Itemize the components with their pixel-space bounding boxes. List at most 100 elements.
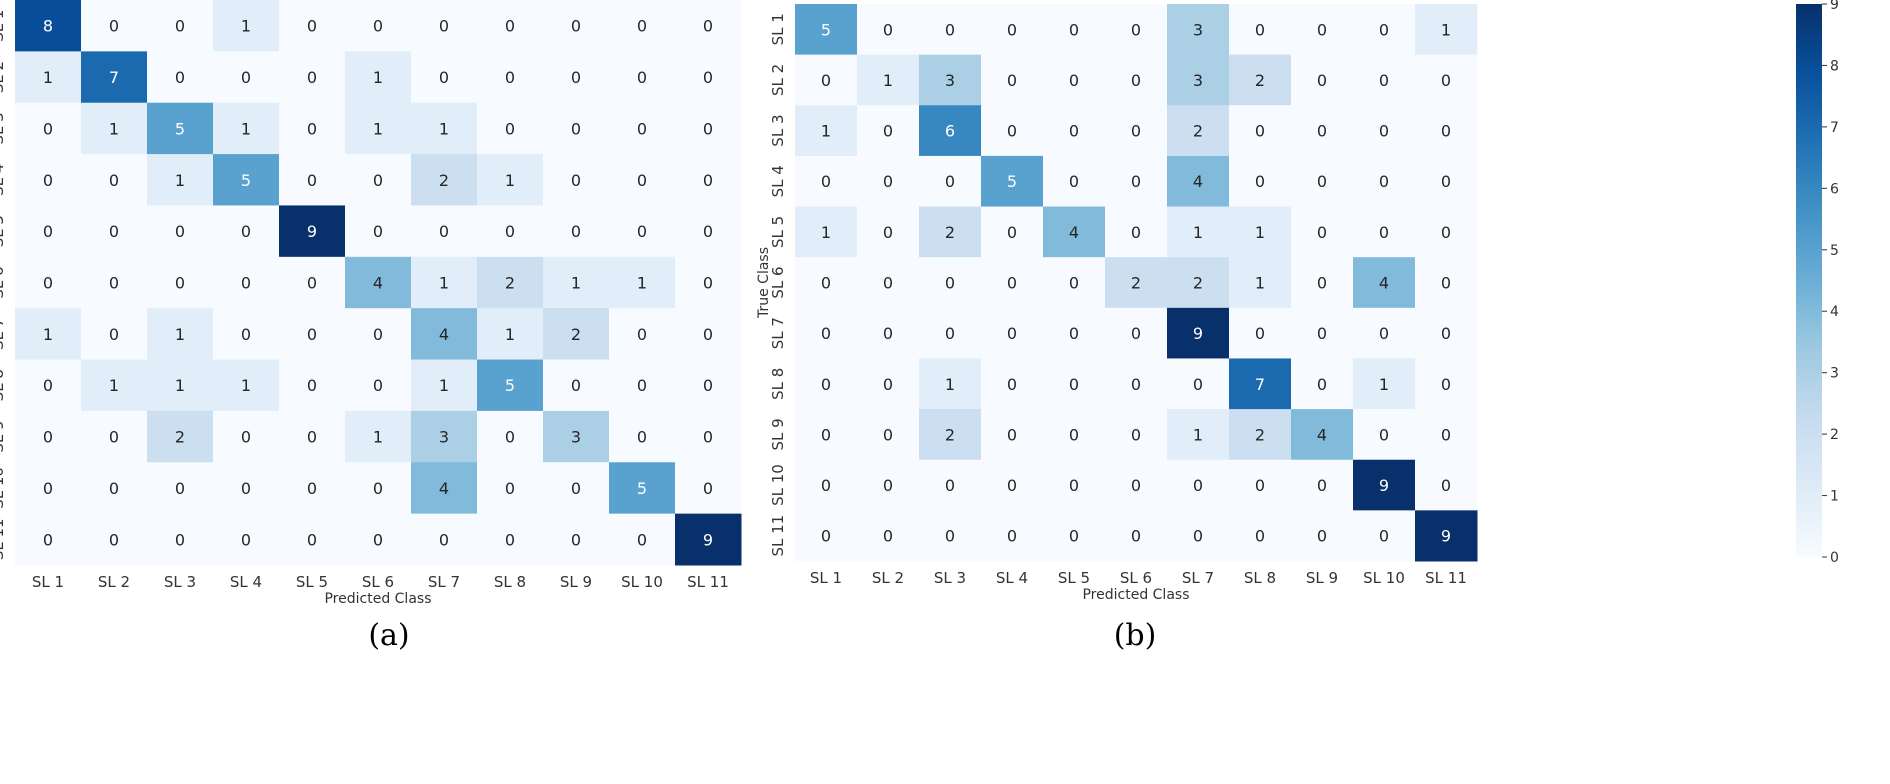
colorbar-tick-label: 1 bbox=[1830, 489, 1839, 505]
cell-value-label: 0 bbox=[821, 172, 831, 191]
cell-value-label: 2 bbox=[1131, 274, 1141, 293]
cell-value-label: 0 bbox=[1007, 223, 1017, 242]
heatmap-panel-a: 8 0 0 1 0 0 0 0 0 0 0 1 7 0 0 0 1 0 0 0 0 0 0 1 5 1 0 1 1 0 0 0 0 0 0 1 5 0 0 2… bbox=[0, 0, 742, 607]
heatmap-cell bbox=[609, 154, 676, 206]
heatmap-cell bbox=[1105, 105, 1168, 157]
cell-value-label: 4 bbox=[439, 325, 449, 344]
cell-value-label: 0 bbox=[883, 476, 893, 495]
heatmap-cell bbox=[919, 4, 982, 56]
heatmap-cell bbox=[1167, 409, 1230, 461]
heatmap-cell bbox=[147, 0, 214, 52]
heatmap-cell bbox=[1291, 307, 1354, 359]
y-tick-label: SL 8 bbox=[769, 368, 787, 400]
cell-value-label: 0 bbox=[373, 171, 383, 190]
heatmap-cell bbox=[675, 462, 742, 515]
cell-value-label: 2 bbox=[1193, 122, 1203, 141]
cell-value-label: 0 bbox=[883, 527, 893, 546]
y-tick-label: SL 3 bbox=[769, 114, 787, 146]
heatmap-cell bbox=[1353, 409, 1416, 461]
heatmap-cell bbox=[857, 409, 920, 461]
heatmap-cell bbox=[477, 308, 544, 361]
cell-value-label: 0 bbox=[637, 428, 647, 447]
cell-value-label: 0 bbox=[1317, 172, 1327, 191]
heatmap-cell bbox=[1229, 54, 1292, 106]
cell-value-label: 0 bbox=[373, 530, 383, 549]
cell-value-label: 0 bbox=[945, 324, 955, 343]
heatmap-cell bbox=[411, 513, 478, 566]
cell-value-label: 5 bbox=[241, 171, 251, 190]
cell-value-label: 3 bbox=[945, 71, 955, 90]
heatmap-cell bbox=[919, 307, 982, 359]
cell-value-label: 5 bbox=[1007, 172, 1017, 191]
heatmap-cell bbox=[213, 308, 280, 361]
heatmap-cell bbox=[213, 154, 280, 206]
heatmap-cell bbox=[1167, 257, 1230, 309]
cell-value-label: 1 bbox=[1441, 20, 1451, 39]
heatmap-cell bbox=[1353, 459, 1416, 511]
heatmap-cell bbox=[1415, 307, 1478, 359]
cell-value-label: 0 bbox=[821, 375, 831, 394]
heatmap-cell bbox=[15, 205, 82, 258]
heatmap-cell bbox=[609, 359, 676, 412]
cell-value-label: 0 bbox=[821, 324, 831, 343]
cell-value-label: 0 bbox=[883, 20, 893, 39]
cell-value-label: 5 bbox=[505, 376, 515, 395]
y-tick-label: SL 2 bbox=[0, 61, 7, 93]
heatmap-cell bbox=[15, 410, 82, 463]
x-tick-label: SL 7 bbox=[1182, 569, 1214, 587]
cell-value-label: 1 bbox=[109, 376, 119, 395]
cell-value-label: 0 bbox=[505, 68, 515, 87]
heatmap-cell bbox=[919, 510, 982, 562]
cell-value-label: 2 bbox=[1255, 425, 1265, 444]
cell-value-label: 0 bbox=[175, 479, 185, 498]
cell-value-label: 0 bbox=[307, 325, 317, 344]
heatmap-cell bbox=[147, 308, 214, 361]
heatmap-cell bbox=[1229, 510, 1292, 562]
cell-value-label: 7 bbox=[1255, 375, 1265, 394]
cell-value-label: 1 bbox=[505, 325, 515, 344]
cell-value-label: 0 bbox=[175, 530, 185, 549]
cell-value-label: 0 bbox=[1131, 122, 1141, 141]
cell-value-label: 4 bbox=[1379, 274, 1389, 293]
heatmap-cell bbox=[1105, 358, 1168, 410]
heatmap-cell bbox=[1291, 206, 1354, 258]
cell-value-label: 0 bbox=[1069, 122, 1079, 141]
cell-value-label: 0 bbox=[109, 325, 119, 344]
heatmap-cell bbox=[795, 155, 858, 208]
heatmap-cell bbox=[1043, 358, 1106, 410]
heatmap-cell bbox=[1167, 105, 1230, 157]
cell-value-label: 0 bbox=[945, 274, 955, 293]
cell-value-label: 0 bbox=[1007, 476, 1017, 495]
y-tick-label: SL 4 bbox=[769, 165, 787, 197]
heatmap-cell bbox=[919, 409, 982, 461]
heatmap-cell bbox=[675, 102, 742, 155]
heatmap-cell bbox=[1229, 257, 1292, 309]
heatmap-cell bbox=[477, 205, 544, 258]
cell-value-label: 0 bbox=[307, 376, 317, 395]
heatmap-cell bbox=[857, 105, 920, 157]
x-tick-label: SL 11 bbox=[1425, 569, 1467, 587]
heatmap-cell bbox=[1229, 358, 1292, 410]
heatmap-cell bbox=[411, 0, 478, 52]
cell-value-label: 0 bbox=[505, 530, 515, 549]
heatmap-cell bbox=[411, 359, 478, 412]
cell-value-label: 0 bbox=[307, 119, 317, 138]
cell-value-label: 0 bbox=[883, 122, 893, 141]
heatmap-cell bbox=[795, 54, 858, 106]
heatmap-cell bbox=[15, 359, 82, 412]
heatmap-cell bbox=[675, 205, 742, 258]
cell-value-label: 0 bbox=[43, 530, 53, 549]
heatmap-cell bbox=[1415, 54, 1478, 106]
heatmap-cell bbox=[279, 513, 346, 566]
heatmap-cell bbox=[345, 513, 412, 566]
cell-value-label: 3 bbox=[1193, 71, 1203, 90]
heatmap-cell bbox=[1353, 358, 1416, 410]
cell-value-label: 0 bbox=[1131, 324, 1141, 343]
cell-value-label: 0 bbox=[1007, 375, 1017, 394]
heatmap-cell bbox=[609, 308, 676, 361]
heatmap-cell bbox=[1043, 54, 1106, 106]
heatmap-cell bbox=[1291, 459, 1354, 511]
cell-value-label: 0 bbox=[1379, 324, 1389, 343]
cell-value-label: 0 bbox=[109, 428, 119, 447]
heatmap-cell bbox=[1291, 105, 1354, 157]
